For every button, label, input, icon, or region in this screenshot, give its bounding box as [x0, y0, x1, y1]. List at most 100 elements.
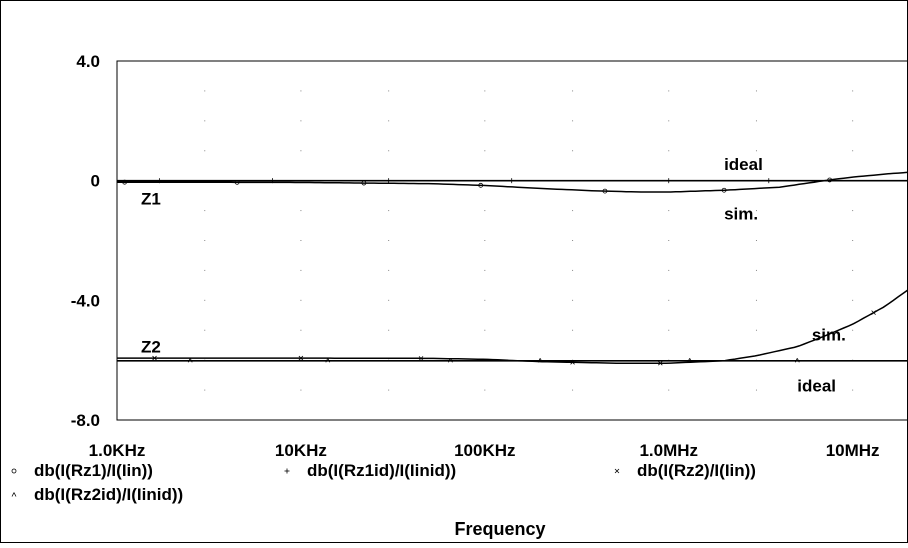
grid-dot: [484, 210, 486, 212]
grid-dot: [668, 269, 670, 271]
x-axis-ticks: 1.0KHz 10KHz 100KHz 1.0MHz 10MHz: [89, 441, 880, 460]
grid-dot: [204, 90, 206, 92]
grid-dot: [755, 329, 757, 331]
annotation-label: Z2: [141, 338, 161, 357]
grid-dot: [755, 120, 757, 122]
grid-dot: [388, 120, 390, 122]
y-tick-label: -4.0: [71, 291, 100, 310]
grid-dot: [388, 240, 390, 241]
series-group: [117, 171, 908, 366]
series-marker-2: [666, 178, 672, 184]
grid-dot: [755, 210, 757, 212]
grid-dot: [572, 299, 574, 301]
x-tick-label: 1.0KHz: [89, 441, 146, 460]
grid-dot: [204, 329, 206, 331]
y-axis-ticks: 4.0 0 -4.0 -8.0: [71, 52, 100, 430]
legend-marker-plus: [284, 468, 290, 474]
legend-label: db(I(Rz1id)/I(Iinid)): [307, 461, 456, 480]
grid-dot: [852, 150, 854, 152]
grid-dot: [300, 90, 302, 92]
annotation-label: ideal: [797, 377, 836, 396]
legend-label: db(I(Rz2id)/I(Iinid)): [34, 485, 183, 504]
grid-dot: [572, 329, 574, 331]
grid-dot: [668, 90, 670, 92]
grid-dot: [300, 210, 302, 212]
grid-dot: [484, 269, 486, 271]
series-marker-3: [658, 360, 663, 366]
grid-dot: [852, 120, 854, 122]
legend: db(I(Rz1)/I(Iin)) db(I(Rz1id)/I(Iinid)) db…: [11, 461, 756, 504]
grid-dot: [204, 120, 206, 122]
grid-dot: [484, 150, 486, 152]
grid-dot: [572, 120, 574, 122]
series-marker-1: [721, 187, 727, 193]
series-marker-3: [871, 310, 876, 315]
grid-dot: [484, 90, 486, 92]
grid-dot: [300, 240, 302, 241]
series-marker-1: [478, 182, 484, 188]
series-marker-4: [325, 358, 331, 363]
x-tick-label: 10MHz: [826, 441, 880, 460]
grid-dot: [388, 150, 390, 152]
annotation-group: ideal Z1 sim. Z2 sim. ideal: [141, 155, 846, 395]
legend-marker-circle: [11, 468, 17, 474]
legend-marker-triangle: [11, 492, 17, 497]
series-marker-4: [448, 358, 453, 363]
series-marker-3: [298, 355, 304, 361]
grid-dot: [572, 150, 574, 152]
grid-dot: [755, 389, 757, 391]
grid-dot: [572, 269, 574, 271]
grid-dot: [852, 240, 854, 241]
grid-dot: [204, 299, 206, 301]
grid-dot: [668, 389, 670, 391]
grid-dot: [755, 240, 757, 241]
grid-dot: [388, 210, 390, 212]
series-marker-3: [418, 356, 424, 361]
x-axis-label: Frequency: [454, 519, 545, 539]
grid-dot: [484, 120, 486, 122]
grid-dot: [852, 210, 854, 212]
grid-dot: [300, 329, 302, 331]
grid-dot: [572, 90, 574, 92]
series-marker-2: [156, 178, 162, 184]
y-tick-label: 4.0: [76, 52, 100, 71]
grid-dot: [852, 90, 854, 92]
grid-dot: [484, 389, 486, 391]
grid-dot: [388, 269, 390, 271]
grid-dot: [300, 120, 302, 122]
grid-dot: [300, 389, 302, 391]
series-marker-2: [386, 178, 392, 184]
x-tick-label: 1.0MHz: [639, 441, 698, 460]
y-tick-label: 0: [91, 172, 100, 191]
series-marker-4: [794, 358, 800, 363]
y-tick-label: -8.0: [71, 411, 100, 430]
grid-dot: [755, 269, 757, 271]
annotation-label: sim.: [812, 326, 846, 345]
legend-item: db(I(Rz2)/I(Iin)): [614, 461, 756, 480]
grid-dot: [388, 329, 390, 331]
series-marker-1: [602, 188, 608, 194]
series-line-1: [117, 171, 908, 193]
grid-dot: [484, 299, 486, 301]
grid-dot: [204, 269, 206, 271]
grid-dot: [300, 150, 302, 152]
grid-dot: [668, 210, 670, 212]
legend-marker-x: [614, 468, 620, 474]
grid-dot: [668, 120, 670, 122]
grid-dot: [300, 269, 302, 271]
grid-dot: [572, 240, 574, 241]
grid-dot: [388, 389, 390, 391]
legend-label: db(I(Rz2)/I(Iin)): [637, 461, 756, 480]
legend-item: db(I(Rz1id)/I(Iinid)): [284, 461, 456, 480]
grid-dot: [755, 90, 757, 92]
grid-dot: [668, 299, 670, 301]
grid-dot: [572, 389, 574, 391]
x-tick-label: 100KHz: [454, 441, 515, 460]
series-marker-3: [152, 355, 157, 361]
grid-dot: [852, 269, 854, 271]
grid-dot: [668, 329, 670, 331]
series-marker-4: [537, 358, 543, 363]
grid-dot: [204, 210, 206, 212]
